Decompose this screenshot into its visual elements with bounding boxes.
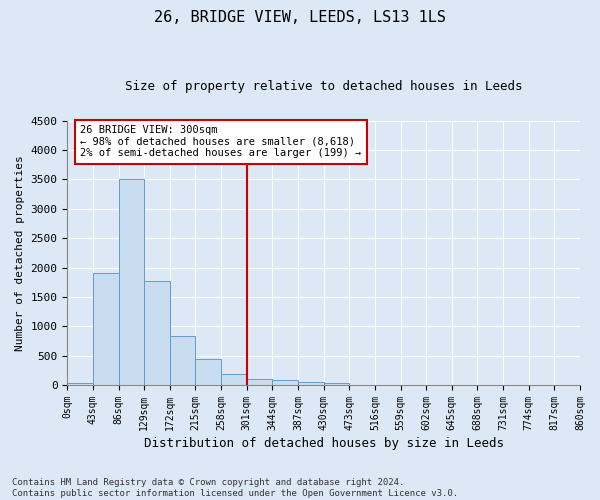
Bar	[323, 384, 349, 385]
Text: 26, BRIDGE VIEW, LEEDS, LS13 1LS: 26, BRIDGE VIEW, LEEDS, LS13 1LS	[154, 10, 446, 25]
Bar	[272, 380, 298, 385]
Bar	[196, 358, 221, 385]
Y-axis label: Number of detached properties: Number of detached properties	[15, 155, 25, 350]
Bar	[298, 382, 323, 385]
Bar	[119, 180, 144, 385]
Bar	[144, 280, 170, 385]
Text: 26 BRIDGE VIEW: 300sqm
← 98% of detached houses are smaller (8,618)
2% of semi-d: 26 BRIDGE VIEW: 300sqm ← 98% of detached…	[80, 126, 361, 158]
Bar	[221, 374, 247, 385]
Bar	[67, 384, 93, 385]
Bar	[247, 379, 272, 385]
Text: Contains HM Land Registry data © Crown copyright and database right 2024.
Contai: Contains HM Land Registry data © Crown c…	[12, 478, 458, 498]
X-axis label: Distribution of detached houses by size in Leeds: Distribution of detached houses by size …	[143, 437, 503, 450]
Bar	[170, 336, 196, 385]
Title: Size of property relative to detached houses in Leeds: Size of property relative to detached ho…	[125, 80, 523, 93]
Bar	[93, 274, 119, 385]
